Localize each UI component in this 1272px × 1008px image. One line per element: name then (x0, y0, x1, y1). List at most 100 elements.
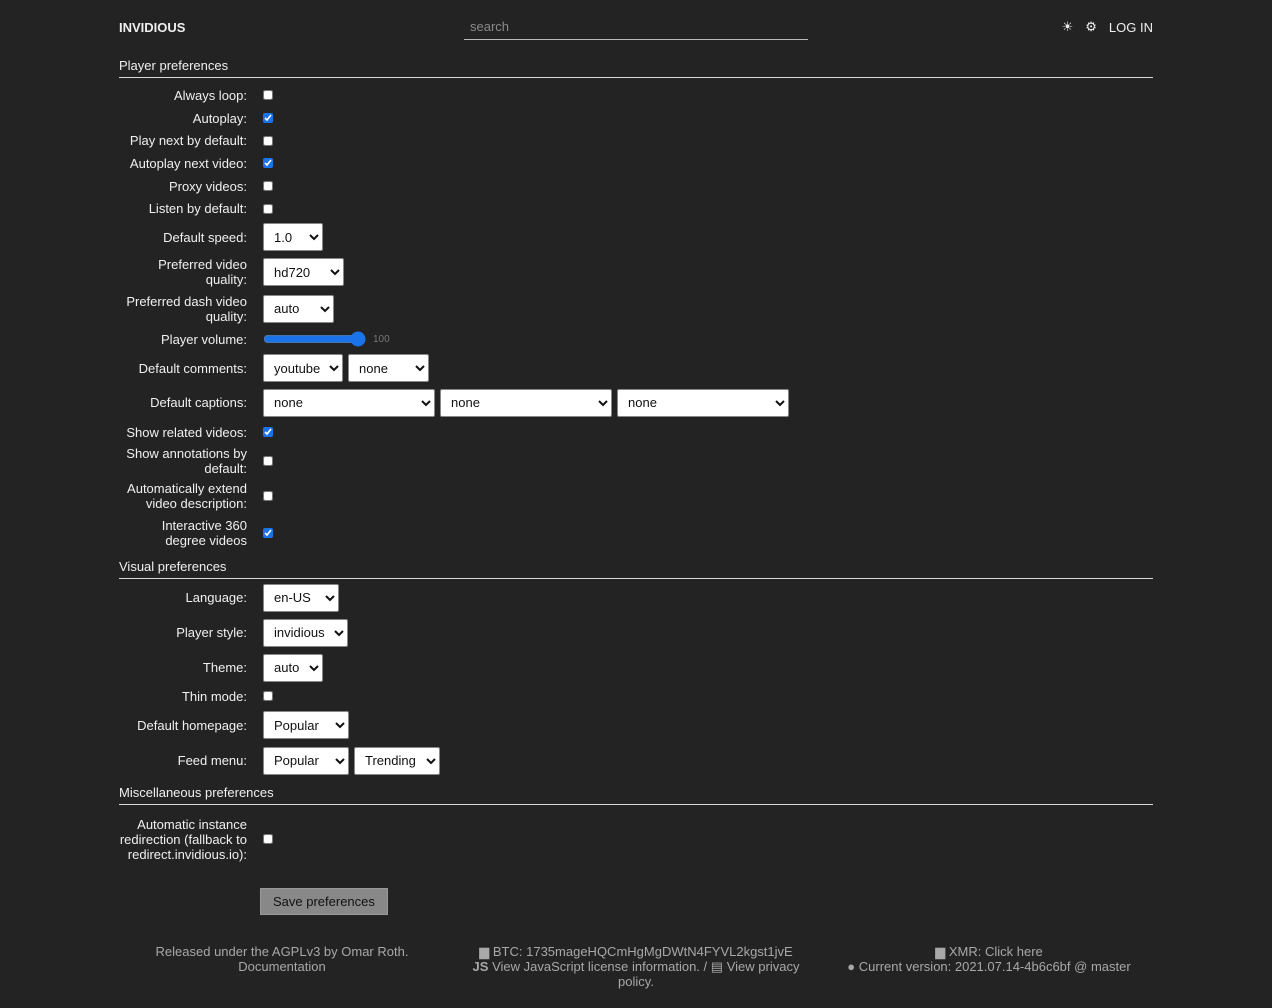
volume-slider[interactable] (263, 333, 366, 346)
annotations-checkbox[interactable] (263, 456, 273, 467)
label: Default homepage: (137, 717, 247, 733)
documentation-link[interactable]: Documentation (238, 959, 326, 974)
btc-address: BTC: 1735mageHQCmHgMgDWtN4FYVL2kgst1jvE (492, 944, 793, 959)
js-icon: JS (472, 959, 489, 974)
top-bar: INVIDIOUS ☀ ⚙ LOG IN (119, 0, 1153, 54)
search-input[interactable] (464, 14, 808, 40)
row-autoplay-next: Autoplay next video: (119, 152, 1153, 175)
row-language: Language: en-US (119, 580, 1153, 615)
document-icon: ▤ (710, 959, 724, 974)
label: Player style: (176, 625, 247, 641)
row-autoplay: Autoplay: (119, 107, 1153, 130)
save-preferences-button[interactable]: Save preferences (260, 888, 388, 915)
volume-value: 100 (373, 333, 390, 345)
row-quality: Preferred video quality: hd720 (119, 254, 1153, 290)
row-thin-mode: Thin mode: (119, 685, 1153, 707)
label: Theme: (202, 660, 247, 676)
row-homepage: Default homepage: Popular (119, 707, 1153, 743)
label: Proxy videos: (168, 178, 247, 194)
row-player-style: Player style: invidious (119, 615, 1153, 650)
section-misc: Miscellaneous preferences (119, 778, 1153, 806)
row-comments: Default comments: youtube none (119, 351, 1153, 385)
row-play-next: Play next by default: (119, 129, 1153, 152)
row-feed-menu: Feed menu: Popular Trending (119, 743, 1153, 778)
version-link[interactable]: Current version: 2021.07.14-4b6c6bf @ ma… (858, 959, 1131, 974)
thin-mode-checkbox[interactable] (263, 691, 273, 702)
section-player: Player preferences (119, 54, 1153, 78)
vr-checkbox[interactable] (263, 528, 273, 539)
header-actions: ☀ ⚙ LOG IN (1062, 19, 1153, 35)
row-proxy: Proxy videos: (119, 175, 1153, 198)
gear-icon[interactable]: ⚙ (1085, 19, 1097, 34)
section-visual: Visual preferences (119, 552, 1153, 580)
wallet-icon: ▆ (479, 944, 490, 959)
footer-col-3: ▆ XMR: Click here ● Current version: 202… (819, 944, 1159, 974)
label: Play next by default: (129, 133, 247, 149)
footer-col-2: ▆ BTC: 1735mageHQCmHgMgDWtN4FYVL2kgst1jv… (466, 944, 806, 989)
row-captions: Default captions: none none none (119, 385, 1153, 420)
label: Listen by default: (148, 201, 247, 217)
label: Interactive 360 degree videos (161, 518, 247, 549)
row-annotations: Show annotations by default: (119, 444, 1153, 478)
label: Default comments: (138, 360, 247, 376)
label: Automatic instance redirection (fallback… (119, 816, 247, 862)
section-title: Player preferences (119, 58, 229, 73)
comments-secondary-select[interactable]: none (348, 354, 429, 383)
autoplay-next-checkbox[interactable] (263, 158, 273, 169)
label: Feed menu: (177, 753, 247, 769)
captions-select-1[interactable]: none (263, 388, 435, 417)
feed-menu-select-1[interactable]: Popular (263, 746, 349, 775)
always-loop-checkbox[interactable] (263, 90, 273, 101)
row-related: Show related videos: (119, 420, 1153, 444)
label: Show annotations by default: (126, 446, 247, 477)
row-extend: Automatically extend video description: (119, 478, 1153, 514)
xmr-link[interactable]: XMR: Click here (948, 944, 1043, 959)
language-select[interactable]: en-US (263, 583, 339, 612)
feed-menu-select-2[interactable]: Trending (354, 746, 440, 775)
homepage-select[interactable]: Popular (263, 711, 349, 740)
related-checkbox[interactable] (263, 427, 273, 438)
js-license-link[interactable]: View JavaScript license information. (492, 959, 700, 974)
row-speed: Default speed: 1.0 (119, 220, 1153, 254)
label: Player volume: (161, 331, 247, 347)
label: Autoplay: (192, 110, 247, 126)
extend-description-checkbox[interactable] (263, 491, 273, 502)
theme-select[interactable]: auto (263, 653, 323, 682)
row-360: Interactive 360 degree videos (119, 514, 1153, 552)
row-listen: Listen by default: (119, 197, 1153, 220)
section-title: Visual preferences (119, 559, 227, 575)
row-redirect: Automatic instance redirection (fallback… (119, 813, 1153, 865)
label: Autoplay next video: (129, 155, 247, 171)
brand-link[interactable]: INVIDIOUS (119, 20, 186, 35)
section-title: Miscellaneous preferences (119, 785, 274, 801)
login-link[interactable]: LOG IN (1108, 19, 1153, 35)
player-style-select[interactable]: invidious (263, 618, 348, 647)
wallet-icon: ▆ (935, 944, 946, 959)
page: INVIDIOUS ☀ ⚙ LOG IN Player preferences … (119, 0, 1153, 915)
label: Always loop: (174, 87, 247, 103)
label: Language: (185, 590, 247, 606)
speed-select[interactable]: 1.0 (263, 223, 323, 252)
github-icon: ● (847, 959, 856, 974)
dash-quality-select[interactable]: auto (263, 294, 334, 323)
listen-checkbox[interactable] (263, 203, 273, 214)
captions-select-2[interactable]: none (440, 388, 612, 417)
row-theme: Theme: auto (119, 650, 1153, 685)
label: Default speed: (163, 229, 247, 245)
proxy-checkbox[interactable] (263, 181, 273, 192)
label: Preferred video quality: (158, 257, 247, 288)
sun-icon[interactable]: ☀ (1061, 19, 1074, 34)
license-text: Released under the AGPLv3 by Omar Roth. (155, 944, 409, 959)
play-next-checkbox[interactable] (263, 135, 273, 146)
label: Show related videos: (126, 424, 247, 440)
comments-primary-select[interactable]: youtube (263, 354, 343, 383)
quality-select[interactable]: hd720 (263, 258, 344, 287)
footer-col-1: Released under the AGPLv3 by Omar Roth. … (132, 944, 432, 974)
autoplay-checkbox[interactable] (263, 113, 273, 124)
captions-select-3[interactable]: none (617, 388, 789, 417)
redirect-checkbox[interactable] (263, 834, 273, 845)
separator: / (703, 959, 708, 974)
privacy-link[interactable]: View privacy policy. (618, 959, 800, 989)
row-volume: Player volume: 100 (119, 327, 1153, 351)
row-always-loop: Always loop: (119, 84, 1153, 107)
